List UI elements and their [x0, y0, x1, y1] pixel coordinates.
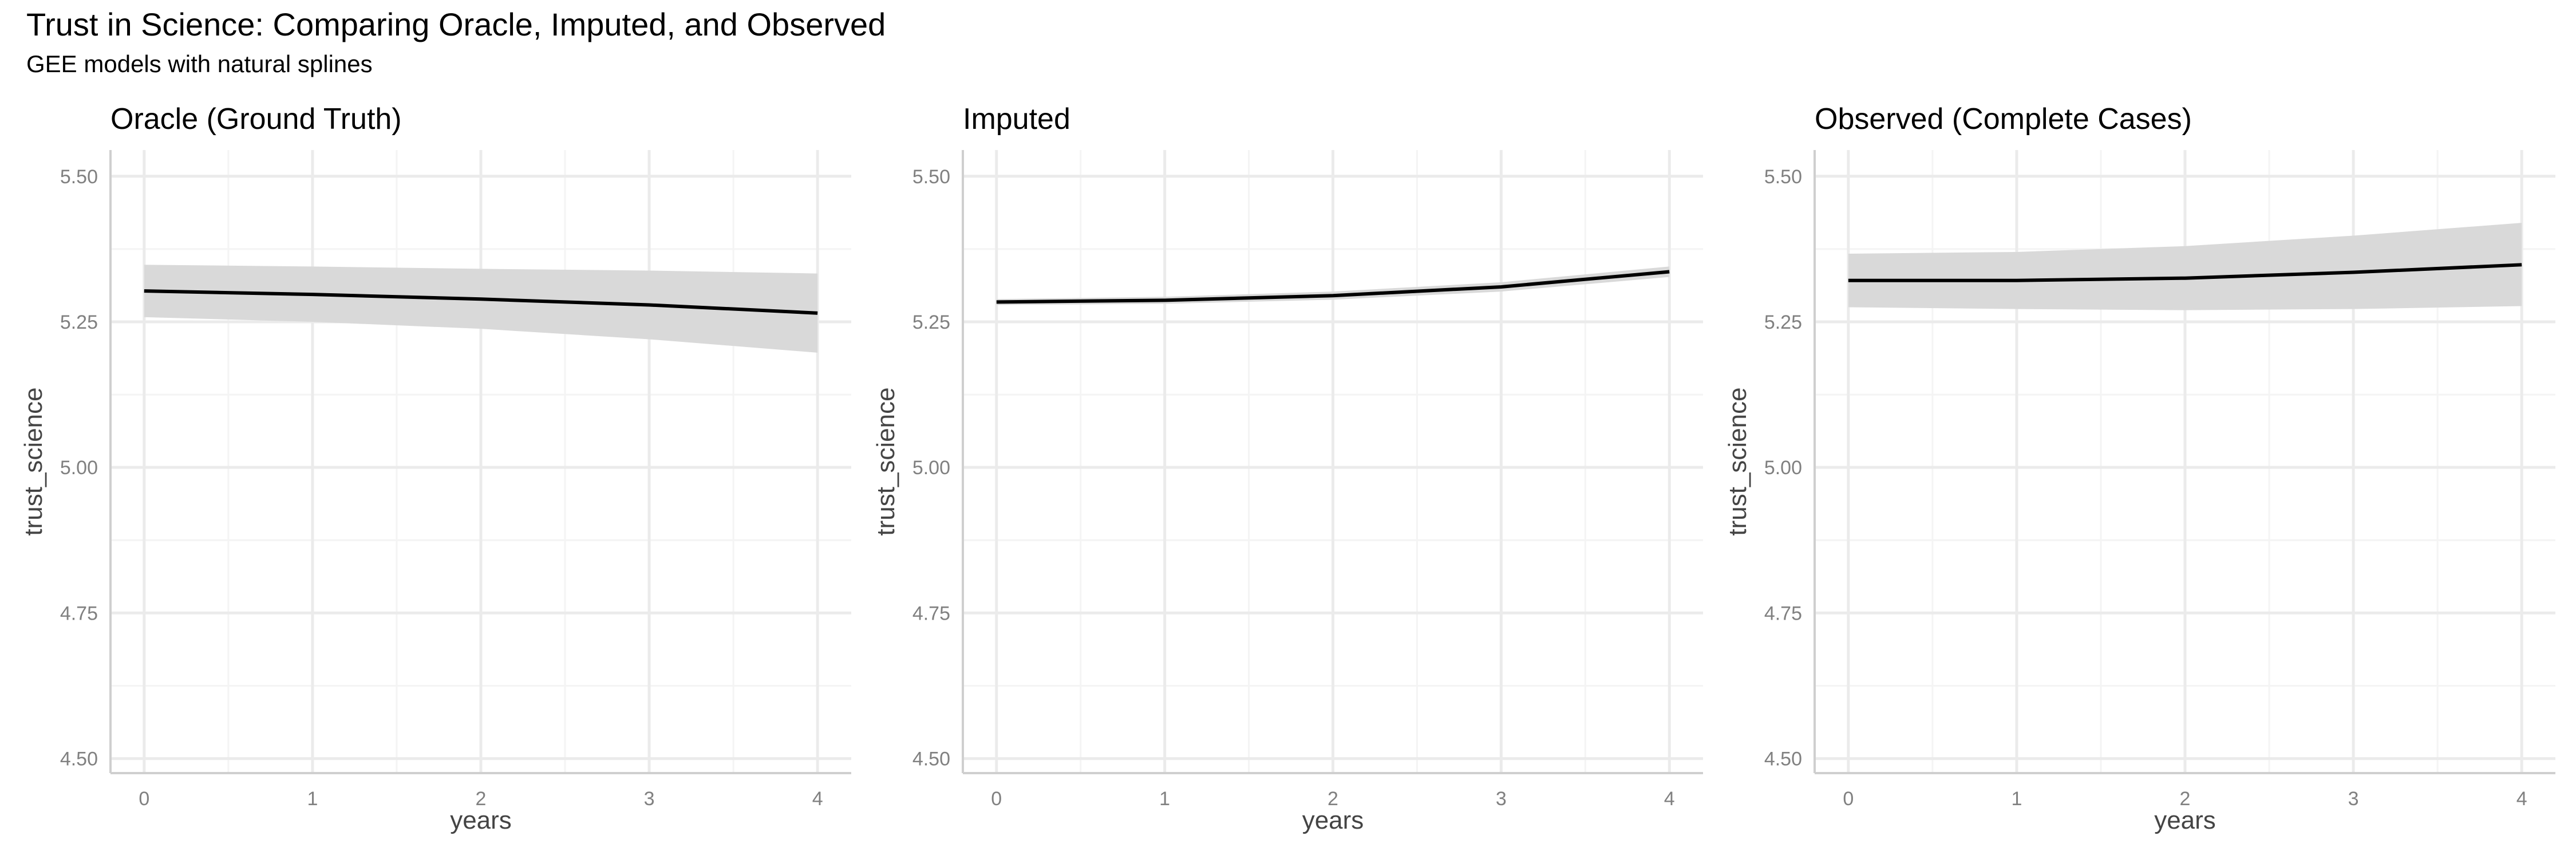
y-tick-label: 4.75: [1764, 602, 1802, 624]
y-tick-label: 5.50: [1764, 166, 1802, 188]
y-tick-label: 5.00: [60, 457, 98, 479]
panel-title: Imputed: [963, 103, 1070, 136]
x-tick-label: 4: [2516, 788, 2527, 810]
series-line: [144, 289, 818, 315]
panel-title: Observed (Complete Cases): [1815, 103, 2192, 136]
panel-title: Oracle (Ground Truth): [110, 103, 402, 136]
x-tick-label: 0: [1843, 788, 1854, 810]
y-tick-label: 5.25: [1764, 312, 1802, 333]
series-line: [996, 270, 1670, 304]
x-tick-label: 2: [1327, 788, 1338, 810]
x-axis-title: years: [450, 806, 512, 834]
x-tick-label: 3: [1496, 788, 1507, 810]
x-axis-title: years: [1302, 806, 1364, 834]
y-tick-label: 5.25: [60, 312, 98, 333]
x-tick-label: 3: [2348, 788, 2359, 810]
x-tick-label: 3: [644, 788, 655, 810]
y-tick-label: 5.25: [912, 312, 950, 333]
x-tick-label: 1: [1159, 788, 1170, 810]
y-tick-label: 4.50: [60, 748, 98, 770]
x-tick-label: 4: [812, 788, 823, 810]
x-tick-label: 0: [139, 788, 149, 810]
y-tick-label: 5.00: [912, 457, 950, 479]
x-tick-label: 2: [2180, 788, 2191, 810]
x-tick-label: 0: [991, 788, 1002, 810]
confidence-ribbon: [1848, 223, 2522, 310]
y-axis-title: trust_science: [872, 387, 900, 535]
x-tick-label: 2: [476, 788, 487, 810]
figure-subtitle: GEE models with natural splines: [26, 50, 373, 77]
figure-title: Trust in Science: Comparing Oracle, Impu…: [26, 6, 886, 42]
confidence-ribbon: [144, 265, 818, 353]
x-tick-label: 4: [1664, 788, 1675, 810]
y-tick-label: 4.75: [912, 602, 950, 624]
x-tick-label: 1: [307, 788, 318, 810]
x-tick-label: 1: [2011, 788, 2022, 810]
x-axis-title: years: [2154, 806, 2216, 834]
y-axis-title: trust_science: [1724, 387, 1752, 535]
y-axis-title: trust_science: [19, 387, 48, 535]
y-tick-label: 4.50: [1764, 748, 1802, 770]
y-tick-label: 5.00: [1764, 457, 1802, 479]
y-tick-label: 5.50: [60, 166, 98, 188]
y-tick-label: 4.50: [912, 748, 950, 770]
y-tick-label: 4.75: [60, 602, 98, 624]
y-tick-label: 5.50: [912, 166, 950, 188]
series-line: [1848, 263, 2522, 282]
